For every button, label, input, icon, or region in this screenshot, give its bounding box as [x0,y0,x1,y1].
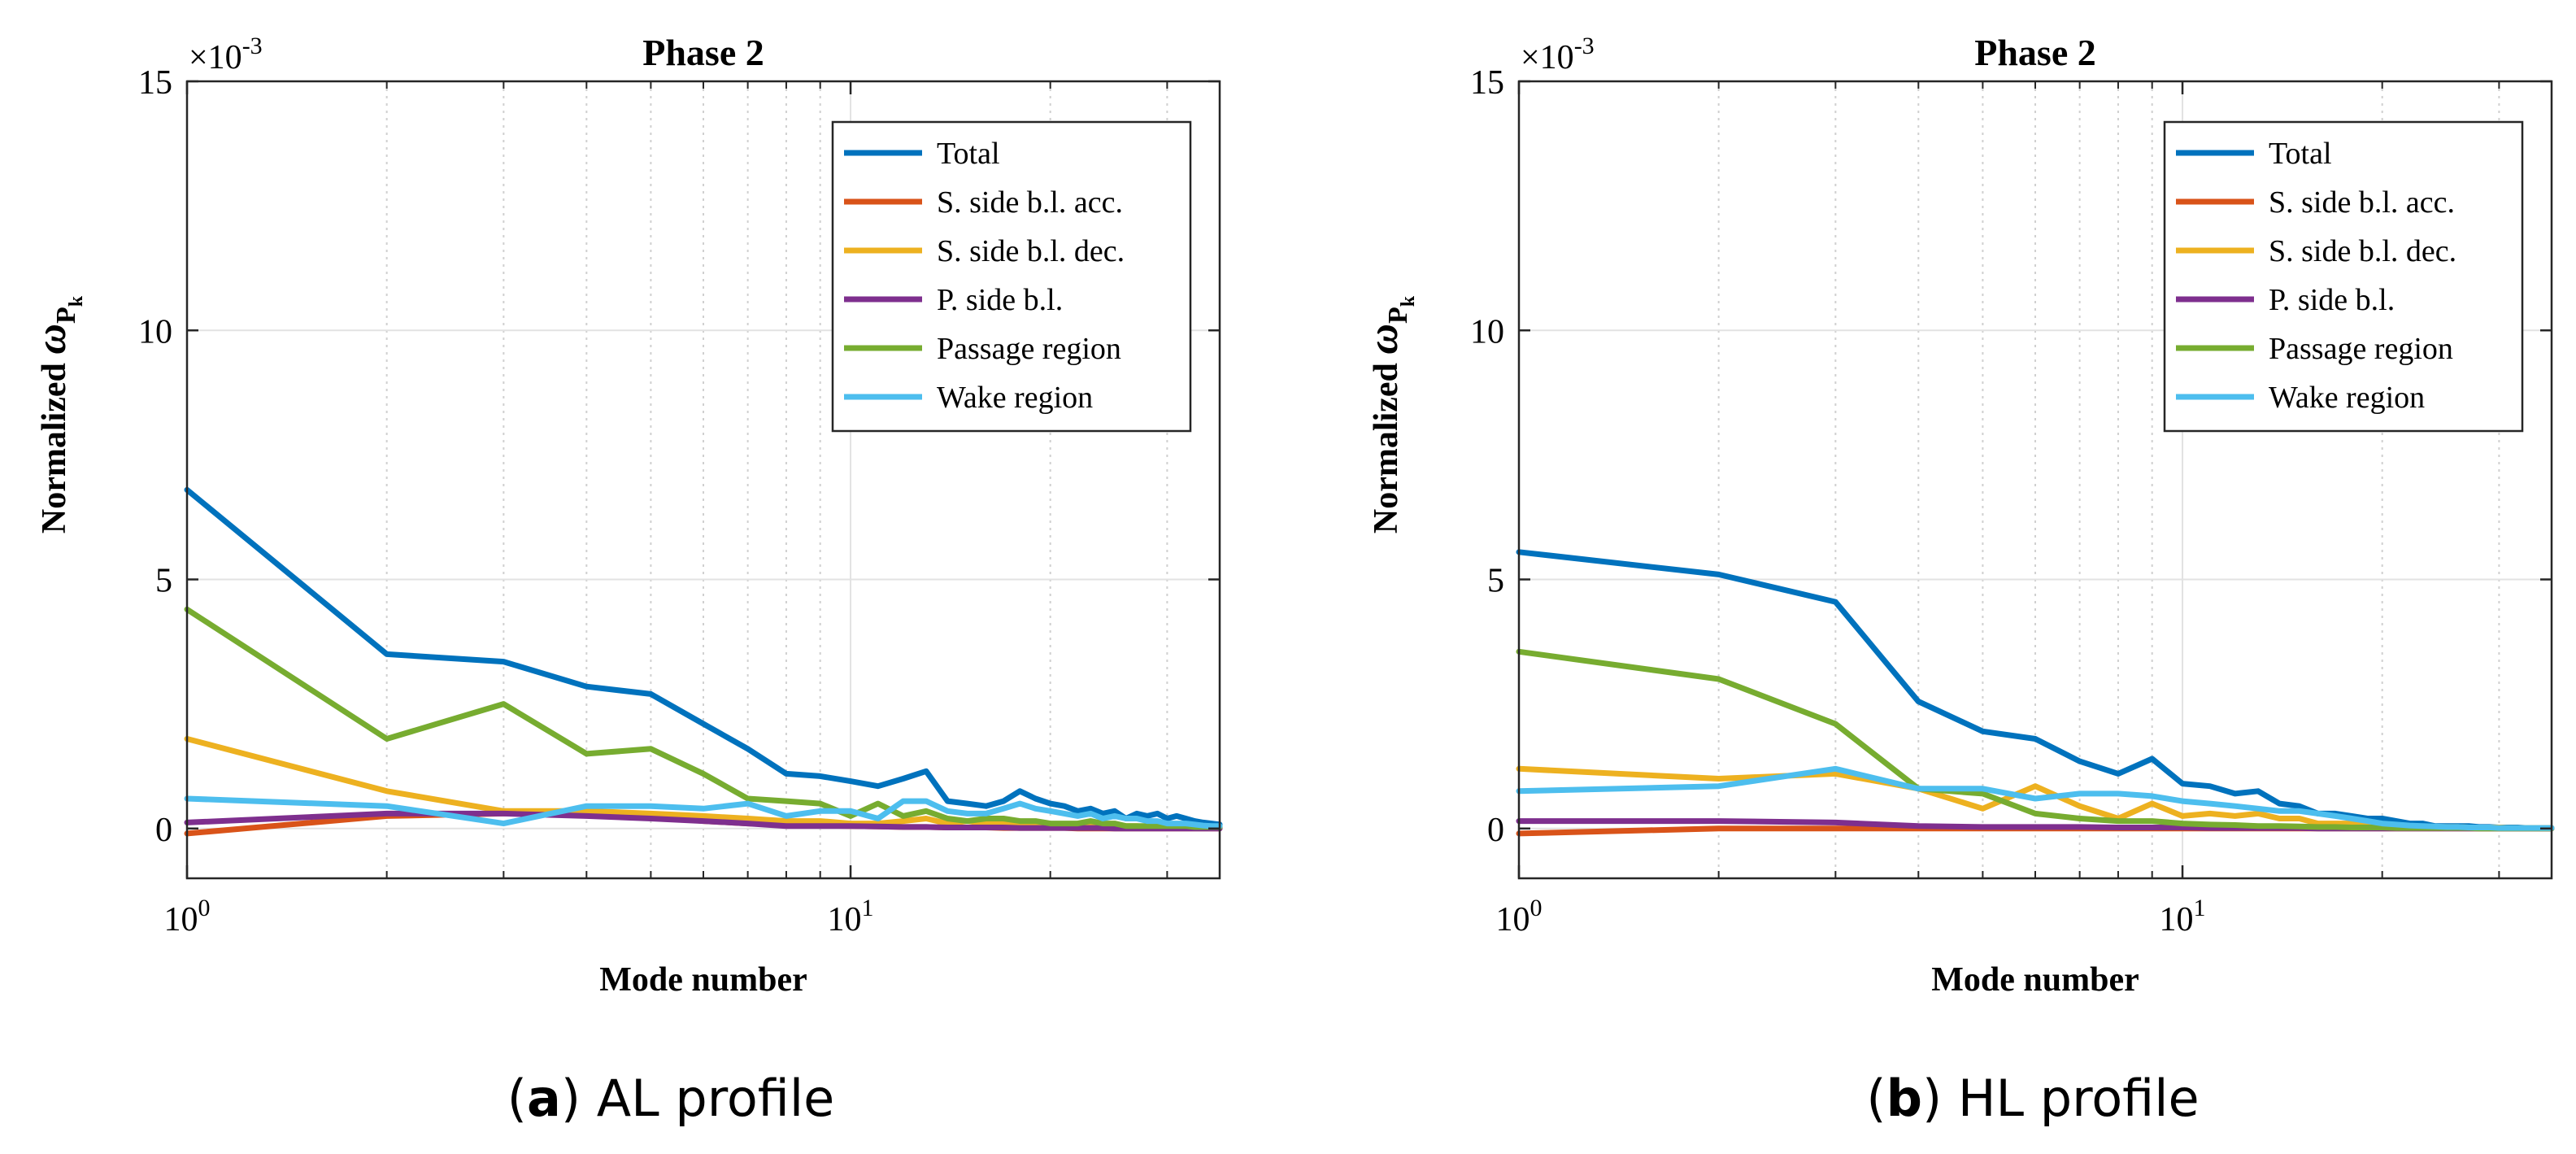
y-axis-label-subsub: k [1398,295,1419,307]
legend-label: P. side b.l. [937,283,1063,317]
y-axis-label-sub: P [51,307,81,324]
y-axis-label: Normalized ωPk [28,295,87,533]
x-tick-base: 10 [164,901,198,938]
y-axis-label-text: Normalized [36,355,73,533]
caption-letter: a [527,1069,561,1128]
legend: Total S. side b.l. acc. S. side b.l. dec. P… [2163,120,2524,433]
x-tick-base: 10 [1496,901,1530,938]
legend-label: Total [2269,137,2332,171]
x-axis-label: Mode number [599,961,807,999]
caption-paren-close: ) [1922,1069,1958,1128]
x-tick-base: 10 [2160,901,2194,938]
series-line-wake-region [1516,765,2555,831]
legend-label: Passage region [937,332,1121,366]
y-exponent-base: ×10 [1521,39,1574,76]
x-tick-label: 101 [828,895,874,938]
y-axis-label-subsub: k [66,295,87,307]
y-tick-label: 15 [138,64,172,102]
legend-label: P. side b.l. [2269,283,2395,317]
series-line-total [184,486,1223,828]
caption-paren-close: ) [561,1069,597,1128]
x-tick-power: 1 [862,895,874,921]
legend-label: S. side b.l. dec. [937,234,1125,268]
series-line-wake-region [184,795,1223,830]
y-axis-label-sub: P [1383,307,1413,324]
caption-letter: b [1886,1069,1922,1128]
caption-text: AL profile [597,1069,835,1128]
y-tick-label: 5 [1487,563,1504,600]
y-tick-label: 10 [1470,313,1504,351]
y-tick-label: 15 [1470,64,1504,102]
x-tick-label: 101 [2160,895,2206,938]
x-tick-power: 0 [1530,895,1543,921]
legend-label: Wake region [937,381,1093,415]
legend-box [831,120,1192,433]
x-tick-label: 100 [1496,895,1543,938]
y-exponent-label: ×10-3 [189,33,263,76]
y-exponent-power: -3 [242,33,263,59]
y-tick-label: 0 [155,812,172,849]
caption-paren-open: ( [1866,1069,1886,1128]
y-exponent-power: -3 [1574,33,1595,59]
y-axis-label: Normalized ωPk [1360,295,1419,533]
x-tick-power: 1 [2194,895,2206,921]
y-axis-label-symbol: ω [28,324,75,355]
y-tick-label: 10 [138,313,172,351]
caption-text: HL profile [1958,1069,2200,1128]
x-tick-power: 0 [198,895,211,921]
y-axis-label-text: Normalized [1368,355,1405,533]
caption-paren-open: ( [507,1069,527,1128]
legend-label: S. side b.l. acc. [2269,185,2455,220]
x-tick-label: 100 [164,895,211,938]
y-axis-label-symbol: ω [1360,324,1407,355]
y-tick-label: 0 [1487,812,1504,849]
legend: Total S. side b.l. acc. S. side b.l. dec. P… [831,120,1192,433]
y-tick-label: 5 [155,563,172,600]
legend-label: S. side b.l. dec. [2269,234,2456,268]
legend-label: Passage region [2269,332,2453,366]
figure-caption: (a) AL profile [507,1069,834,1128]
chart-title: Phase 2 [642,32,764,73]
y-exponent-label: ×10-3 [1521,33,1595,76]
x-tick-base: 10 [828,901,862,938]
legend-label: Total [937,137,1000,171]
legend-label: Wake region [2269,381,2425,415]
legend-label: S. side b.l. acc. [937,185,1123,220]
y-exponent-base: ×10 [189,39,242,76]
figure-caption: (b) HL profile [1866,1069,2199,1128]
x-axis-label: Mode number [1931,961,2139,999]
legend-box [2163,120,2524,433]
chart-title: Phase 2 [1974,32,2096,73]
